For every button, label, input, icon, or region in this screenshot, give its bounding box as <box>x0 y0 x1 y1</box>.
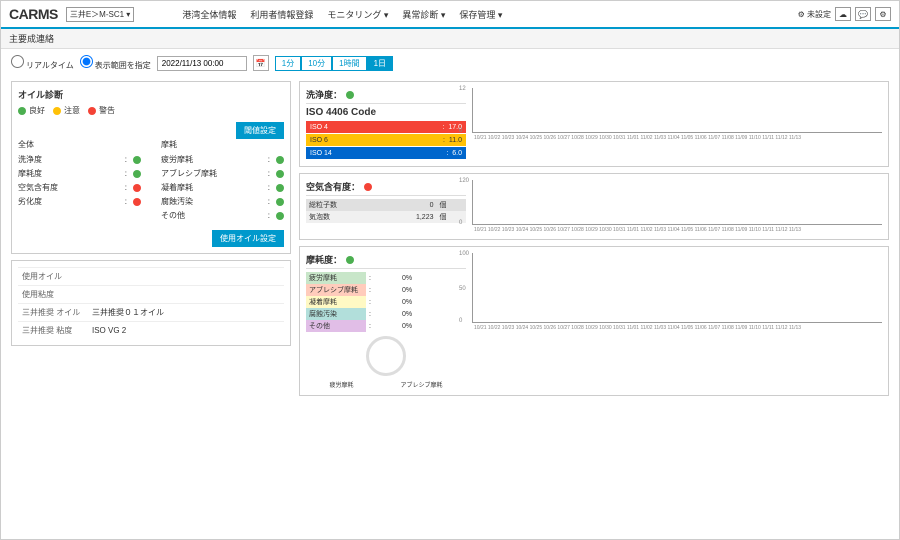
nav-item[interactable]: モニタリング ▾ <box>327 8 388 21</box>
time-controls: リアルタイム 表示範囲を指定 📅 1分10分1時間1日 <box>1 49 899 77</box>
air-section: 空気含有度： 総粒子数0個気泡数1,223個 120 0 10/21 10/22… <box>299 173 889 240</box>
time-button[interactable]: 1日 <box>367 56 393 71</box>
time-button[interactable]: 1分 <box>275 56 301 71</box>
diag-row: 空気含有度: <box>18 182 141 193</box>
wear-donut <box>366 336 406 376</box>
logo: CARMS <box>9 6 58 22</box>
diag-row: 劣化度: <box>18 196 141 207</box>
main-nav: 港湾全体情報 利用者情報登録 モニタリング ▾ 異常診断 ▾ 保存管理 ▾ <box>182 8 502 21</box>
status-dot <box>364 183 372 191</box>
page-subtitle: 主要成連絡 <box>1 29 899 49</box>
diag-row: その他: <box>161 210 284 221</box>
oil-info-panel: 使用オイル使用粘度三井推奨 オイル三井推奨０１オイル三井推奨 粘度ISO VG … <box>11 260 291 346</box>
clean-chart: 12 0 <box>472 88 882 133</box>
mode-range[interactable]: 表示範囲を指定 <box>80 55 151 71</box>
mode-realtime[interactable]: リアルタイム <box>11 55 74 71</box>
cloud-icon[interactable]: ☁ <box>835 7 851 21</box>
nav-item[interactable]: 利用者情報登録 <box>250 8 313 21</box>
clean-section: 洗浄度： ISO 4406 Code ISO 4:17.0ISO 6:11.0I… <box>299 81 889 167</box>
threshold-button[interactable]: 閾値設定 <box>236 122 284 139</box>
time-button[interactable]: 10分 <box>301 56 332 71</box>
diag-row: 洗浄度: <box>18 154 141 165</box>
time-button[interactable]: 1時間 <box>332 56 366 71</box>
diag-row: 腐蝕汚染: <box>161 196 284 207</box>
calendar-icon[interactable]: 📅 <box>253 55 269 71</box>
oil-setting-button[interactable]: 使用オイル設定 <box>212 230 284 247</box>
user-label[interactable]: ⚙ 未設定 <box>798 9 831 20</box>
diag-row: 疲労摩耗: <box>161 154 284 165</box>
diag-row: 凝着摩耗: <box>161 182 284 193</box>
diag-row: アブレシブ摩耗: <box>161 168 284 179</box>
device-selector[interactable]: 三井E＞M-SC1 ▾ <box>66 7 134 22</box>
wear-section: 摩耗度： 疲労摩耗:0%アブレシブ摩耗:0%凝着摩耗:0%腐蝕汚染:0%その他:… <box>299 246 889 396</box>
header: CARMS 三井E＞M-SC1 ▾ 港湾全体情報 利用者情報登録 モニタリング ▾ 異… <box>1 1 899 29</box>
diag-row: 摩耗度: <box>18 168 141 179</box>
status-dot <box>346 256 354 264</box>
nav-item[interactable]: 保存管理 ▾ <box>459 8 502 21</box>
diag-title: オイル診断 <box>18 88 284 101</box>
nav-item[interactable]: 港湾全体情報 <box>182 8 236 21</box>
status-dot <box>346 91 354 99</box>
nav-item[interactable]: 異常診断 ▾ <box>402 8 445 21</box>
datetime-input[interactable] <box>157 56 247 71</box>
wear-chart: 100 50 0 <box>472 253 882 323</box>
air-chart: 120 0 <box>472 180 882 225</box>
diagnosis-panel: オイル診断 良好注意警告 閾値設定 全体洗浄度:摩耗度:空気含有度:劣化度: 摩… <box>11 81 291 254</box>
chat-icon[interactable]: 💬 <box>855 7 871 21</box>
settings-icon[interactable]: ⚙ <box>875 7 891 21</box>
